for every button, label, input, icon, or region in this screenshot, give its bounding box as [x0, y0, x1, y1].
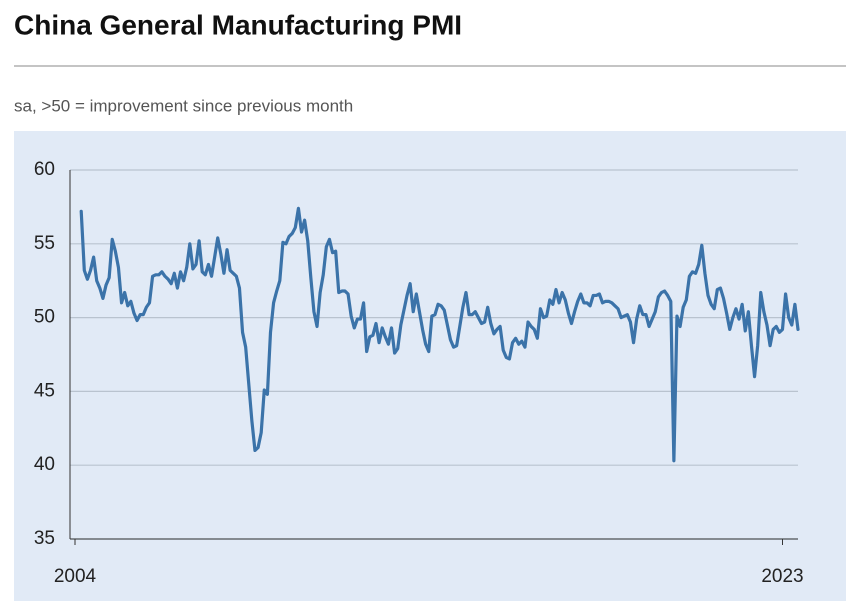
- y-tick-label: 35: [34, 528, 55, 549]
- y-tick-label: 50: [34, 307, 55, 328]
- y-tick-label: 55: [34, 233, 55, 254]
- x-tick-label: 2023: [761, 566, 803, 587]
- y-tick-label: 40: [34, 454, 55, 475]
- x-tick-label: 2004: [54, 566, 97, 587]
- plot-panel: [14, 131, 846, 601]
- y-tick-label: 60: [34, 159, 55, 180]
- y-tick-label: 45: [34, 380, 55, 401]
- chart-subtitle: sa, >50 = improvement since previous mon…: [14, 96, 353, 115]
- chart-title: China General Manufacturing PMI: [14, 9, 462, 40]
- data-line: [79, 206, 800, 463]
